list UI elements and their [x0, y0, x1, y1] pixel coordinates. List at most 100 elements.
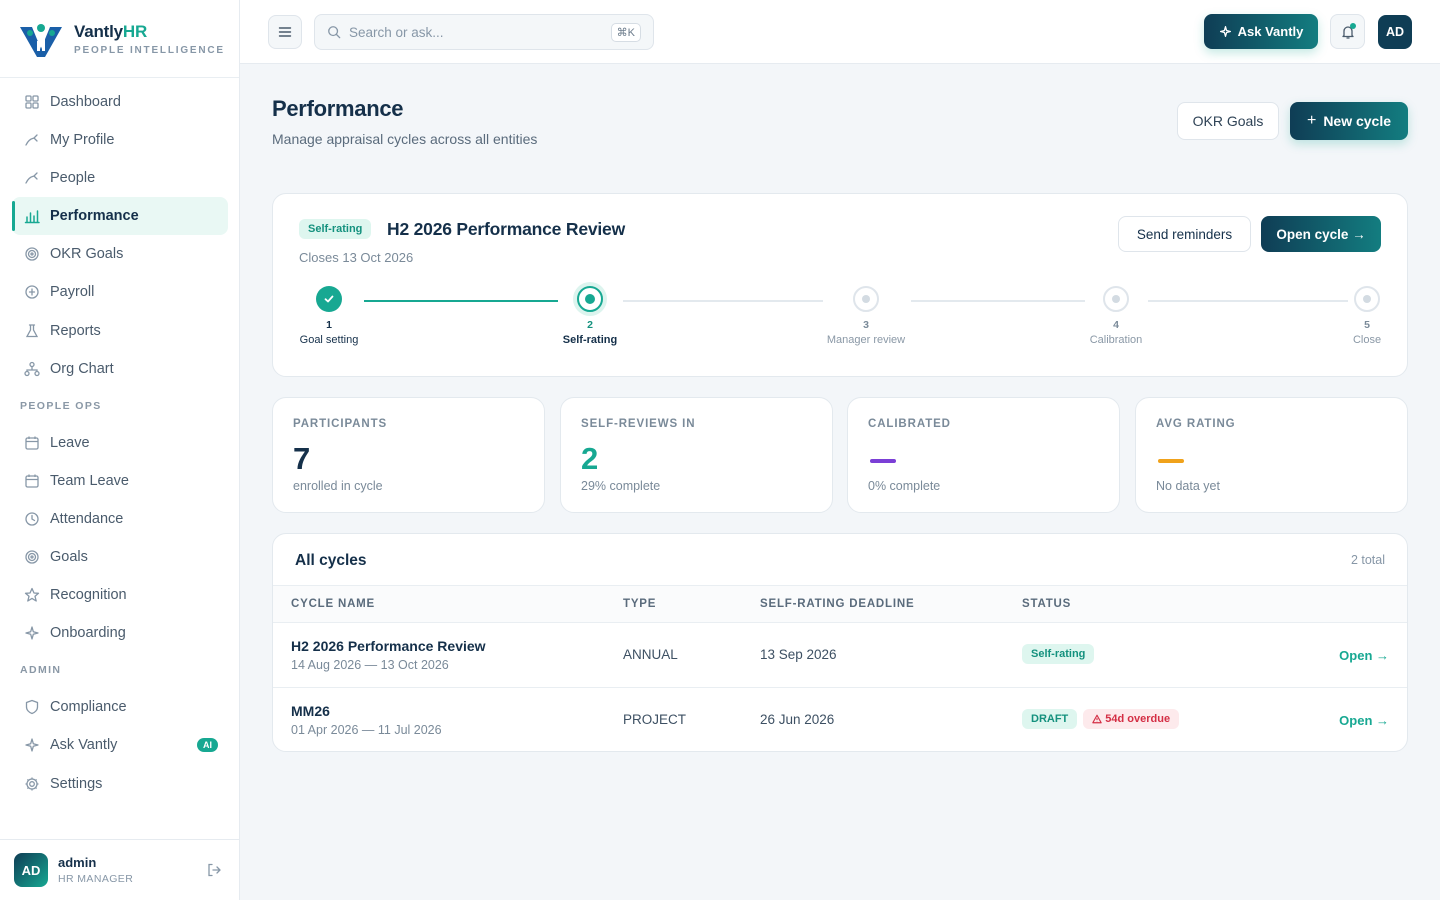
search-box[interactable]: ⌘K — [314, 14, 654, 50]
table-header: CYCLE NAME TYPE SELF-RATING DEADLINE STA… — [273, 585, 1407, 623]
sidebar-item-attendance[interactable]: Attendance — [12, 500, 228, 538]
open-cycle-link[interactable]: Open → — [1339, 713, 1389, 728]
sparkle-icon — [24, 737, 40, 753]
sidebar-item-label: Reports — [50, 322, 101, 339]
column-header[interactable]: CYCLE NAME — [291, 598, 376, 610]
sidebar-item-goals[interactable]: Goals — [12, 538, 228, 576]
sidebar-item-my-profile[interactable]: My Profile — [12, 121, 228, 159]
search-input[interactable] — [349, 24, 599, 40]
sidebar-item-recognition[interactable]: Recognition — [12, 576, 228, 614]
sidebar-item-org-chart[interactable]: Org Chart — [12, 350, 228, 388]
ask-vantly-label: Ask Vantly — [1237, 24, 1304, 39]
cycle-close-date: Closes 13 Oct 2026 — [299, 250, 414, 265]
org-chart-icon — [24, 361, 40, 377]
sidebar-item-label: OKR Goals — [50, 246, 124, 263]
step-close[interactable]: 5 Close — [1307, 286, 1427, 346]
table-row[interactable]: H2 2026 Performance Review 14 Aug 2026 —… — [273, 623, 1407, 688]
column-header[interactable]: STATUS — [1022, 598, 1072, 610]
column-header[interactable]: SELF-RATING DEADLINE — [760, 598, 915, 610]
current-cycle-card: Self-rating H2 2026 Performance Review C… — [272, 193, 1408, 377]
step-calibration[interactable]: 4 Calibration — [1056, 286, 1176, 346]
step-self-rating[interactable]: 2 Self-rating — [530, 286, 650, 346]
stat-label: AVG RATING — [1156, 418, 1236, 430]
step-goal-setting[interactable]: 1 Goal setting — [269, 286, 389, 346]
bar-chart-icon — [24, 208, 40, 224]
sidebar-item-reports[interactable]: Reports — [12, 312, 228, 350]
sidebar: VantlyHR PEOPLE INTELLIGENCE Dashboard M… — [0, 0, 240, 900]
shield-icon — [24, 699, 40, 715]
brand-name: VantlyHR — [74, 21, 148, 41]
step-number: 2 — [587, 319, 593, 331]
sidebar-item-label: Onboarding — [50, 625, 126, 642]
empty-value-dash — [870, 459, 896, 463]
ask-vantly-button[interactable]: Ask Vantly — [1204, 14, 1318, 49]
search-icon — [328, 26, 341, 39]
sidebar-item-people[interactable]: People — [12, 159, 228, 197]
section-people-ops: PEOPLE OPS — [20, 399, 102, 412]
sidebar-item-dashboard[interactable]: Dashboard — [12, 83, 228, 121]
cycle-dates: 01 Apr 2026 — 11 Jul 2026 — [291, 723, 442, 737]
star-icon — [24, 587, 40, 603]
bell-icon — [1341, 25, 1354, 39]
step-connector — [911, 300, 1085, 302]
sidebar-item-compliance[interactable]: Compliance — [12, 688, 228, 726]
step-connector — [1148, 300, 1348, 302]
status-badge: DRAFT — [1022, 709, 1078, 729]
current-step-icon — [577, 286, 603, 312]
clock-icon — [24, 511, 40, 527]
open-cycle-link[interactable]: Open → — [1339, 648, 1389, 663]
menu-button[interactable] — [268, 15, 302, 49]
logout-icon[interactable] — [206, 862, 222, 878]
user-icon — [24, 132, 40, 148]
cycle-title: H2 2026 Performance Review — [387, 219, 625, 239]
open-cycle-button[interactable]: Open cycle → — [1261, 216, 1381, 252]
sidebar-item-team-leave[interactable]: Team Leave — [12, 462, 228, 500]
sidebar-item-okr-goals[interactable]: OKR Goals — [12, 235, 228, 273]
stat-sub: 29% complete — [581, 479, 661, 493]
step-number: 5 — [1364, 319, 1370, 331]
status-badge: Self-rating — [299, 219, 372, 239]
sidebar-item-label: Org Chart — [50, 360, 114, 377]
hamburger-icon — [278, 27, 292, 37]
sidebar-item-performance[interactable]: Performance — [12, 197, 228, 236]
stat-label: PARTICIPANTS — [293, 418, 388, 430]
pending-step-icon — [1103, 286, 1129, 312]
cycles-table: All cycles 2 total CYCLE NAME TYPE SELF-… — [272, 533, 1408, 752]
table-row[interactable]: MM26 01 Apr 2026 — 11 Jul 2026 PROJECT 2… — [273, 687, 1407, 751]
grid-icon — [24, 94, 40, 110]
sidebar-item-leave[interactable]: Leave — [12, 424, 228, 462]
user-name: admin — [58, 855, 97, 870]
stat-sub: No data yet — [1156, 479, 1220, 493]
cycle-type: PROJECT — [623, 712, 687, 727]
stat-calibrated: CALIBRATED 0% complete — [847, 397, 1120, 513]
send-reminders-button[interactable]: Send reminders — [1118, 216, 1251, 252]
flask-icon — [24, 323, 40, 339]
column-header[interactable]: TYPE — [623, 598, 657, 610]
stat-avg-rating: AVG RATING No data yet — [1135, 397, 1408, 513]
brand[interactable]: VantlyHR PEOPLE INTELLIGENCE — [0, 0, 239, 78]
stat-sub: enrolled in cycle — [293, 479, 383, 493]
notifications-button[interactable] — [1330, 14, 1365, 49]
cycle-deadline: 13 Sep 2026 — [760, 647, 837, 662]
okr-goals-button[interactable]: OKR Goals — [1177, 102, 1279, 140]
user-avatar[interactable]: AD — [1378, 15, 1412, 49]
sidebar-item-ask-vantly[interactable]: Ask Vantly AI — [12, 726, 228, 764]
sidebar-item-onboarding[interactable]: Onboarding — [12, 614, 228, 652]
stat-sub: 0% complete — [868, 479, 941, 493]
brand-subtitle: PEOPLE INTELLIGENCE — [74, 44, 225, 56]
status-badge: Self-rating — [1022, 644, 1095, 664]
vantly-logo-icon — [20, 23, 62, 57]
cycle-type: ANNUAL — [623, 647, 678, 662]
overdue-badge: 54d overdue — [1083, 709, 1180, 729]
sparkle-icon — [1219, 25, 1231, 38]
sidebar-item-settings[interactable]: Settings — [12, 765, 228, 803]
warning-icon — [1092, 714, 1103, 724]
user-profile[interactable]: AD admin HR MANAGER — [0, 839, 240, 900]
avatar: AD — [14, 853, 48, 887]
sidebar-item-payroll[interactable]: Payroll — [12, 273, 228, 311]
calendar-icon — [24, 435, 40, 451]
step-label: Self-rating — [562, 334, 618, 346]
new-cycle-button[interactable]: + New cycle — [1290, 102, 1408, 140]
step-manager-review[interactable]: 3 Manager review — [806, 286, 926, 346]
step-label: Calibration — [1089, 334, 1143, 346]
